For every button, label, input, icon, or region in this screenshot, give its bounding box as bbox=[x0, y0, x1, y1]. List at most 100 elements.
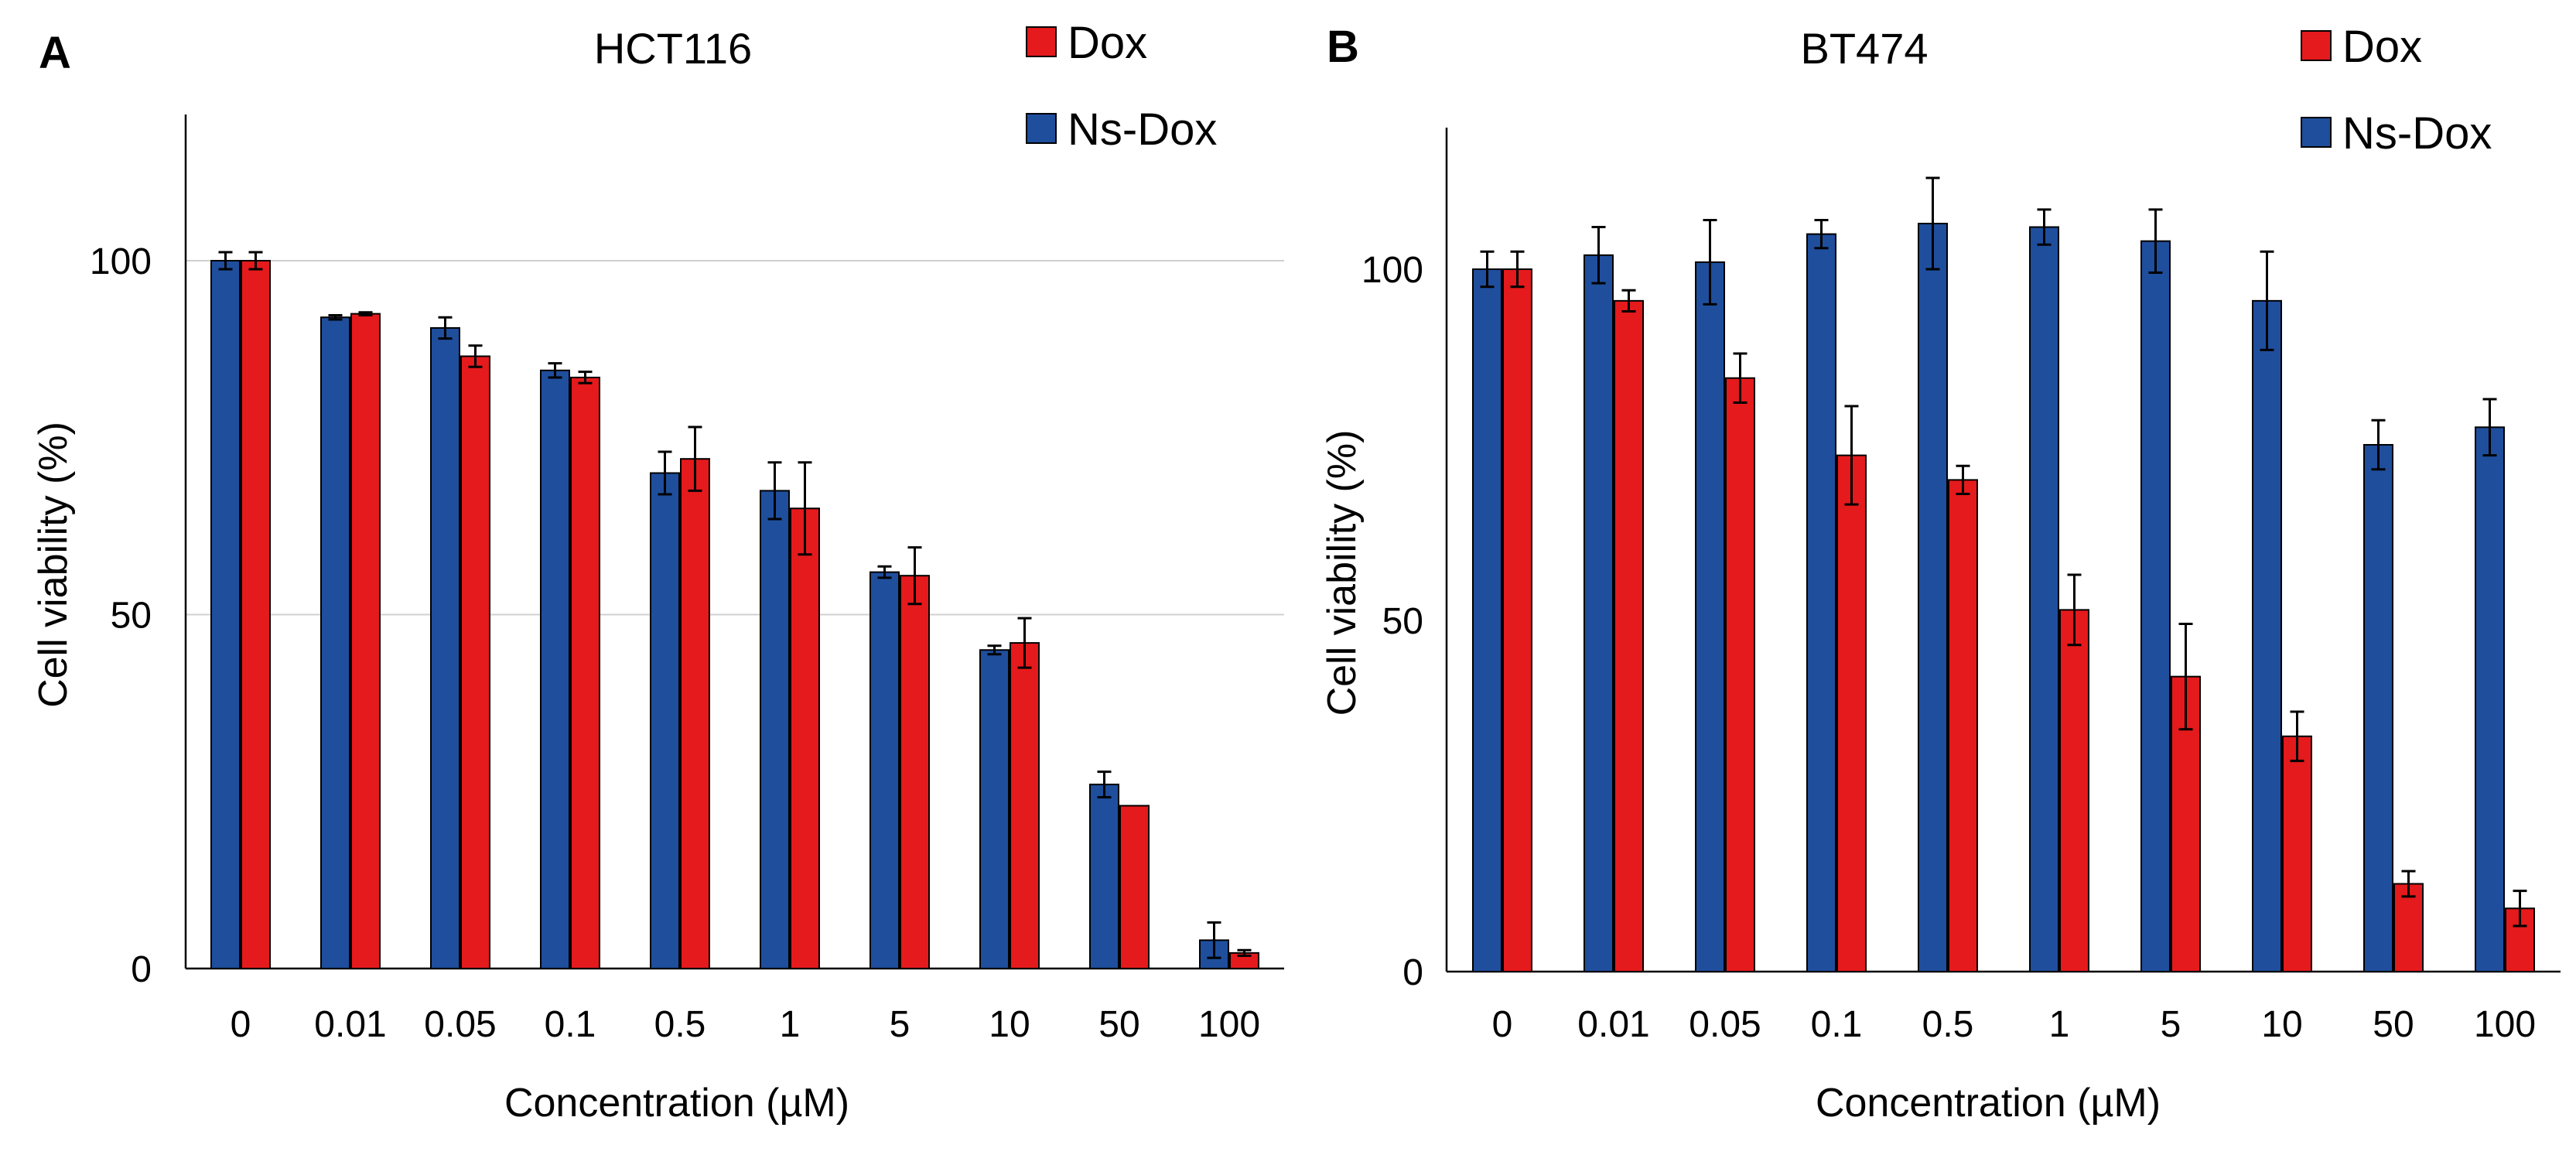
error-bar bbox=[468, 344, 483, 368]
error-bar bbox=[2037, 208, 2052, 246]
bar-dox-0.5 bbox=[1948, 479, 1978, 972]
error-bar bbox=[798, 461, 812, 556]
error-bar bbox=[987, 644, 1002, 656]
error-bar bbox=[2482, 398, 2497, 457]
error-bar bbox=[2513, 890, 2527, 928]
error-bar bbox=[548, 362, 562, 379]
bar-ns-dox-0 bbox=[1472, 268, 1502, 972]
legend-label: Ns-Dox bbox=[1068, 104, 1217, 155]
error-bar bbox=[248, 251, 263, 271]
legend-label: Ns-Dox bbox=[2342, 108, 2492, 159]
error-bar bbox=[658, 450, 672, 496]
error-bar bbox=[1956, 464, 1970, 496]
bar-ns-dox-100 bbox=[2475, 426, 2505, 972]
x-tick-label: 0 bbox=[1492, 1004, 1513, 1045]
error-bar bbox=[1207, 921, 1221, 959]
bar-ns-dox-50 bbox=[1089, 784, 1119, 969]
x-tick-label: 1 bbox=[780, 1004, 801, 1045]
chart-panel-a: A HCT116 0 50 100 Cell viability (%) Concentra… bbox=[31, 18, 1284, 1126]
panel-letter: A bbox=[39, 28, 71, 78]
bar-ns-dox-5 bbox=[869, 571, 900, 969]
bar-ns-dox-1 bbox=[760, 490, 790, 969]
x-tick-label: 100 bbox=[1198, 1004, 1260, 1045]
bar-dox-50 bbox=[1119, 805, 1150, 970]
error-bar bbox=[1925, 176, 1940, 271]
bar-ns-dox-10 bbox=[979, 649, 1010, 969]
error-bar bbox=[328, 313, 343, 321]
error-bar bbox=[438, 316, 453, 340]
error-bar bbox=[2148, 208, 2163, 275]
bar-ns-dox-0.01 bbox=[1584, 254, 1614, 972]
error-bar bbox=[218, 251, 233, 271]
x-tick-label: 5 bbox=[2161, 1004, 2181, 1045]
error-bar bbox=[1510, 250, 1525, 289]
bar-ns-dox-50 bbox=[2363, 444, 2393, 972]
error-bar bbox=[2371, 419, 2386, 471]
bar-dox-0.1 bbox=[570, 376, 600, 970]
y-axis-label: Cell viability (%) bbox=[1320, 430, 1365, 716]
bar-dox-5 bbox=[900, 575, 930, 969]
error-bar bbox=[2178, 623, 2193, 731]
y-tick-label: 100 bbox=[90, 241, 152, 282]
y-axis-label: Cell viability (%) bbox=[31, 422, 76, 708]
error-bar bbox=[1017, 617, 1032, 669]
bar-ns-dox-10 bbox=[2252, 299, 2282, 972]
y-tick-label: 100 bbox=[1361, 250, 1423, 291]
legend-label: Dox bbox=[2342, 22, 2422, 72]
error-bar bbox=[2401, 869, 2416, 898]
error-bar bbox=[688, 425, 702, 492]
error-bar bbox=[1844, 405, 1859, 506]
y-tick-label: 0 bbox=[1402, 952, 1423, 993]
bar-dox-0 bbox=[241, 260, 271, 969]
y-tick-label: 50 bbox=[1382, 601, 1423, 642]
error-bar bbox=[358, 311, 373, 316]
bar-dox-0 bbox=[1502, 268, 1532, 972]
legend-swatch-dox bbox=[1026, 26, 1057, 57]
x-tick-label: 0.1 bbox=[1811, 1004, 1863, 1045]
bar-dox-0.01 bbox=[350, 313, 381, 969]
bar-dox-0.05 bbox=[1725, 377, 1755, 972]
x-tick-label: 0.01 bbox=[1577, 1004, 1649, 1045]
x-tick-label: 10 bbox=[2261, 1004, 2302, 1045]
bar-ns-dox-5 bbox=[2140, 240, 2171, 972]
bar-dox-0.01 bbox=[1614, 299, 1644, 972]
x-tick-label: 0.1 bbox=[545, 1004, 596, 1045]
bar-ns-dox-0.5 bbox=[1918, 222, 1948, 973]
error-bar bbox=[1591, 226, 1606, 285]
error-bar bbox=[877, 565, 892, 579]
bar-ns-dox-0 bbox=[210, 260, 241, 969]
x-tick-label: 0 bbox=[231, 1004, 251, 1045]
x-tick-label: 50 bbox=[1098, 1004, 1139, 1045]
chart-title: BT474 bbox=[1801, 24, 1929, 73]
error-bar bbox=[578, 371, 593, 384]
bar-dox-1 bbox=[2059, 609, 2089, 972]
x-tick-label: 100 bbox=[2474, 1004, 2536, 1045]
y-tick-label: 0 bbox=[131, 949, 152, 990]
legend: Dox Ns-Dox bbox=[1026, 18, 1217, 155]
error-bar bbox=[2260, 250, 2274, 351]
x-axis-label: Concentration (µM) bbox=[504, 1081, 849, 1126]
error-bar bbox=[1703, 218, 1717, 306]
error-bar bbox=[1480, 250, 1495, 289]
error-bar bbox=[1621, 289, 1636, 313]
legend-swatch-ns-dox bbox=[1026, 113, 1057, 144]
panel-letter: B bbox=[1327, 22, 1359, 72]
bar-dox-10 bbox=[1010, 642, 1040, 969]
x-tick-label: 1 bbox=[2049, 1004, 2070, 1045]
chart-title: HCT116 bbox=[594, 24, 752, 73]
error-bar bbox=[2067, 573, 2082, 647]
bar-dox-0.05 bbox=[460, 355, 490, 969]
bar-ns-dox-0.1 bbox=[1806, 233, 1836, 973]
x-tick-label: 0.5 bbox=[654, 1004, 706, 1045]
y-tick-label: 50 bbox=[111, 596, 152, 637]
error-bar bbox=[2290, 710, 2304, 763]
x-tick-label: 0.5 bbox=[1922, 1004, 1974, 1045]
x-tick-label: 50 bbox=[2373, 1004, 2414, 1045]
error-bar bbox=[1097, 770, 1112, 799]
x-axis-label: Concentration (µM) bbox=[1816, 1081, 2161, 1126]
bar-dox-0.1 bbox=[1836, 454, 1867, 972]
bar-ns-dox-0.01 bbox=[320, 316, 350, 969]
bar-ns-dox-0.1 bbox=[540, 369, 570, 969]
